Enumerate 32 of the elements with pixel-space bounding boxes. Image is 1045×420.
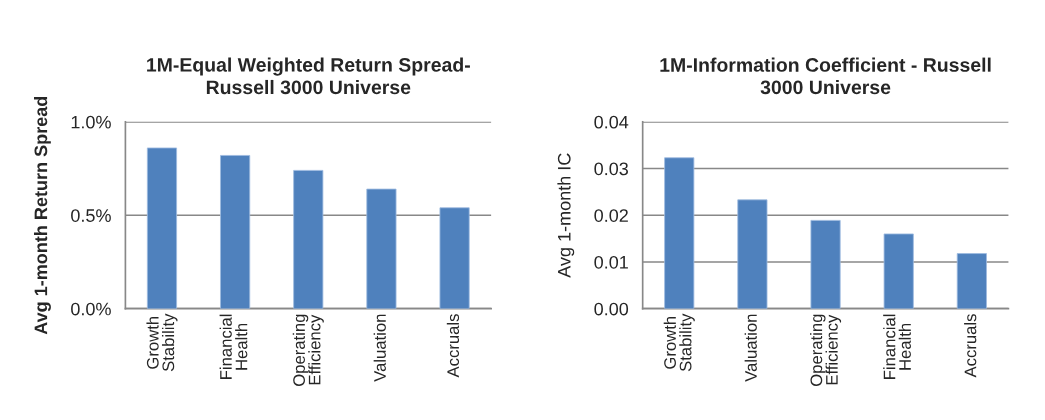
bar bbox=[220, 155, 251, 309]
x-tick-label: Operating Efficiency bbox=[810, 314, 842, 386]
y-tick-label: 0.04 bbox=[594, 115, 629, 129]
y-tick-label: 0.03 bbox=[594, 162, 628, 176]
y-tick-label: 0.02 bbox=[594, 209, 628, 222]
x-tick-label: Operating Efficiency bbox=[292, 314, 324, 386]
bar bbox=[293, 169, 324, 309]
bar bbox=[810, 219, 841, 309]
bar bbox=[737, 199, 768, 309]
x-tick-label: Financial Health bbox=[883, 314, 911, 379]
chart-title: 1M-Information Coefficient - Russell 3000 Universe bbox=[660, 57, 991, 95]
bar bbox=[956, 253, 987, 309]
bar bbox=[146, 147, 178, 309]
x-tick-label: Accruals bbox=[964, 314, 977, 378]
y-tick-label: 0.0% bbox=[71, 302, 111, 316]
bar bbox=[664, 157, 695, 309]
y-tick-label: 0.00 bbox=[594, 302, 629, 316]
x-tick-label: Accruals bbox=[446, 314, 460, 378]
chart-title: 1M-Equal Weighted Return Spread- Russell 3000 Universe bbox=[147, 57, 470, 95]
x-tick-label: Growth Stability bbox=[663, 313, 695, 372]
y-axis-title: Avg 1-month Return Spread bbox=[34, 96, 51, 335]
bar bbox=[366, 188, 397, 309]
y-axis-title: Avg 1-month IC bbox=[557, 153, 575, 278]
x-tick-label: Financial Health bbox=[219, 314, 248, 379]
y-tick-label: 0.01 bbox=[594, 255, 628, 269]
bar bbox=[883, 233, 914, 309]
bar bbox=[439, 207, 470, 309]
x-tick-label: Growth Stability bbox=[146, 313, 178, 372]
y-tick-label: 0.5% bbox=[71, 209, 111, 222]
y-tick-label: 1.0% bbox=[71, 115, 111, 129]
x-tick-label: Valuation bbox=[744, 314, 757, 382]
x-tick-label: Valuation bbox=[373, 314, 386, 382]
